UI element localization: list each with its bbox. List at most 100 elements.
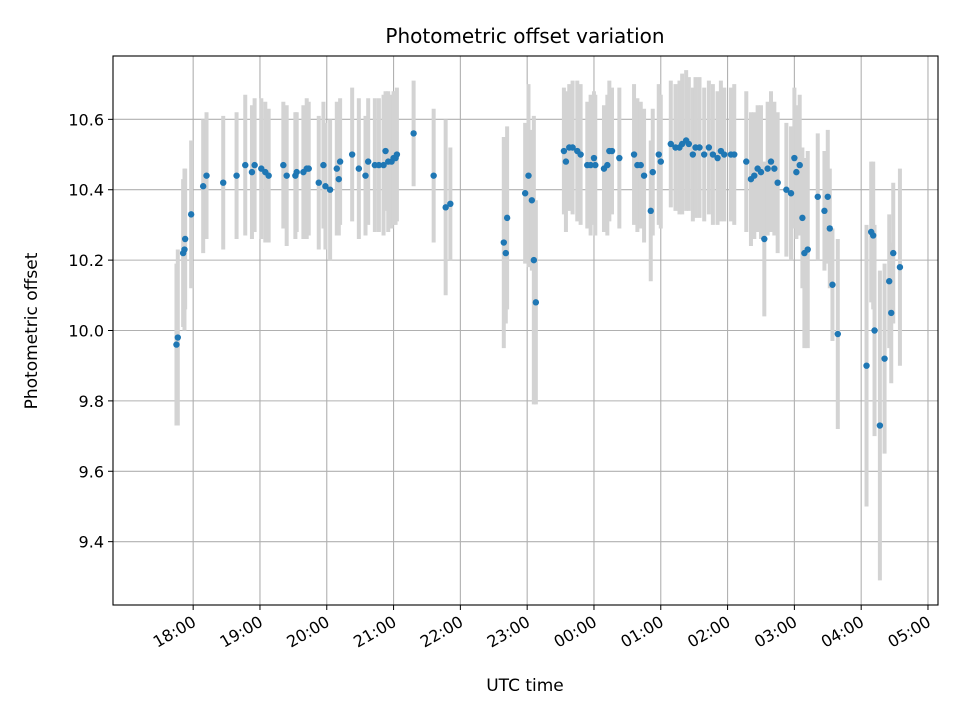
y-tick-label: 10.6	[68, 110, 104, 129]
data-points	[173, 130, 904, 429]
chart-title: Photometric offset variation	[385, 24, 664, 48]
data-point	[187, 211, 195, 218]
y-tick-label: 9.6	[79, 462, 104, 481]
data-point	[181, 235, 189, 243]
data-point	[333, 165, 340, 172]
data-point	[829, 281, 836, 288]
y-tick-label: 10.0	[68, 322, 104, 341]
data-point	[326, 186, 334, 193]
data-point	[774, 179, 781, 186]
data-point	[442, 204, 449, 211]
data-point	[220, 179, 227, 186]
data-point	[173, 341, 180, 348]
data-point	[608, 147, 616, 155]
data-point	[233, 172, 240, 179]
data-point	[251, 161, 258, 169]
data-point	[767, 158, 775, 165]
data-point	[355, 165, 363, 172]
data-point	[834, 330, 841, 338]
data-point	[587, 161, 594, 169]
data-point	[604, 161, 611, 169]
data-point	[700, 151, 708, 158]
data-point	[577, 151, 584, 158]
data-point	[657, 158, 664, 165]
data-point	[787, 190, 795, 197]
data-point	[393, 151, 401, 158]
data-point	[447, 200, 454, 208]
data-point	[647, 207, 654, 215]
data-point	[265, 172, 272, 179]
x-axis-label: UTC time	[486, 676, 564, 696]
data-point	[783, 186, 790, 193]
data-point	[248, 168, 256, 176]
data-point	[500, 239, 507, 246]
data-point	[791, 154, 798, 162]
data-point	[315, 179, 322, 186]
data-point	[410, 130, 417, 137]
data-point	[709, 151, 717, 158]
data-point	[283, 172, 290, 179]
data-point	[521, 190, 529, 197]
data-point	[430, 172, 437, 179]
data-point	[888, 309, 895, 317]
data-point	[305, 165, 312, 172]
data-point	[322, 183, 329, 190]
data-point	[562, 158, 570, 165]
data-point	[821, 207, 828, 215]
data-point	[174, 334, 181, 341]
data-point	[667, 140, 674, 148]
data-point	[592, 161, 599, 169]
data-point	[320, 161, 327, 169]
data-point	[348, 151, 356, 158]
data-point	[380, 161, 387, 169]
data-point	[502, 249, 509, 257]
data-point	[199, 183, 207, 190]
data-point	[640, 172, 648, 179]
data-point	[335, 175, 342, 183]
data-point	[364, 158, 372, 165]
data-point	[685, 140, 693, 148]
data-point	[793, 168, 800, 176]
data-point	[705, 144, 713, 151]
data-point	[721, 151, 728, 158]
data-point	[630, 151, 638, 158]
data-point	[890, 249, 897, 257]
data-point	[560, 147, 568, 155]
data-point	[871, 327, 878, 334]
data-point	[525, 172, 532, 179]
data-point	[863, 362, 870, 369]
y-axis-label: Photometric offset	[22, 252, 42, 409]
data-point	[532, 299, 540, 306]
data-point	[896, 263, 904, 271]
data-point	[757, 168, 765, 176]
data-point	[870, 232, 877, 239]
data-point	[796, 161, 803, 169]
data-point	[362, 172, 369, 179]
data-point	[824, 193, 831, 200]
data-point	[886, 278, 893, 285]
data-point	[649, 168, 656, 176]
data-point	[771, 165, 778, 172]
data-point	[528, 197, 536, 204]
data-point	[881, 355, 888, 362]
data-point	[876, 422, 884, 429]
data-point	[293, 168, 300, 176]
data-point	[689, 151, 697, 158]
data-point	[336, 158, 344, 165]
data-point	[242, 161, 249, 169]
data-point	[382, 147, 389, 155]
data-point	[826, 225, 833, 232]
data-point	[696, 144, 703, 151]
y-tick-label: 9.8	[79, 392, 104, 411]
data-point	[375, 161, 383, 169]
data-point	[590, 154, 598, 162]
y-tick-label: 10.2	[68, 251, 104, 270]
data-point	[203, 172, 210, 179]
data-point	[764, 165, 771, 172]
data-point	[731, 151, 738, 158]
data-point	[530, 256, 538, 264]
data-point	[751, 172, 758, 179]
data-point	[655, 151, 662, 158]
data-point	[616, 154, 623, 162]
